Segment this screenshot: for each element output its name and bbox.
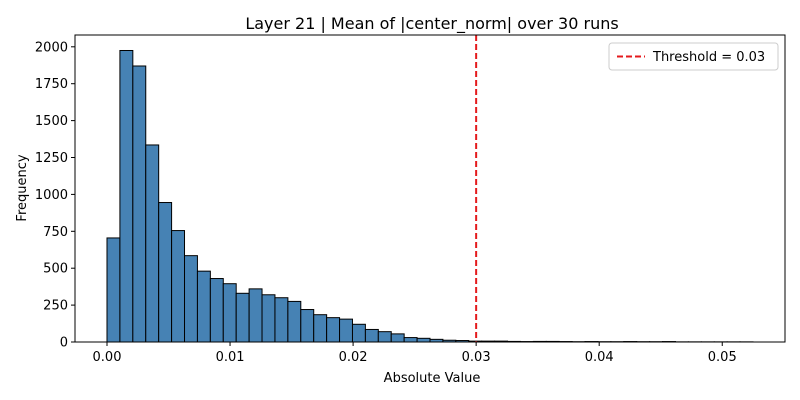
y-tick-label: 0: [60, 336, 68, 351]
histogram-bar: [274, 297, 289, 343]
x-tick-label: 0.03: [462, 350, 491, 365]
legend-box: [608, 42, 779, 71]
histogram-bar: [196, 270, 211, 343]
histogram-bar: [364, 328, 379, 343]
histogram-bar: [132, 65, 147, 343]
y-axis-label: Frequency: [15, 154, 30, 221]
histogram-bar: [171, 230, 186, 343]
y-tick-label: 1750: [35, 77, 68, 92]
y-tick-label: 500: [43, 262, 68, 277]
y-tick-label: 2000: [35, 40, 68, 55]
y-tick-label: 1250: [35, 151, 68, 166]
x-tick-label: 0.00: [93, 350, 122, 365]
x-axis-ticks: 0.00 0.01 0.02 0.03 0.04 0.05: [93, 342, 737, 365]
y-axis-ticks: 0 250 500 750 1000 1250 1500 1750 2000: [35, 40, 75, 351]
histogram-bar: [377, 331, 392, 343]
legend-threshold-label: Threshold = 0.03: [652, 50, 765, 65]
legend: Threshold = 0.03: [608, 42, 779, 71]
histogram-bar: [119, 49, 134, 343]
histogram-bar: [326, 317, 341, 343]
y-tick-label: 1500: [35, 114, 68, 129]
histogram-bar: [313, 314, 328, 343]
histogram-bar: [106, 237, 121, 343]
histogram-bar: [351, 323, 366, 343]
histogram-bar: [184, 255, 198, 343]
y-tick-label: 250: [43, 299, 68, 314]
histogram-bar: [287, 300, 302, 343]
histogram-bar: [300, 309, 315, 343]
x-tick-label: 0.04: [585, 350, 614, 365]
histogram-bar: [390, 333, 405, 343]
y-tick-label: 1000: [35, 188, 68, 203]
x-tick-label: 0.05: [708, 350, 737, 365]
bars-group: [106, 49, 754, 343]
x-tick-label: 0.02: [339, 350, 368, 365]
histogram-bar: [209, 278, 224, 343]
x-axis-label: Absolute Value: [384, 371, 481, 386]
x-tick-label: 0.01: [216, 350, 245, 365]
plot-frame: [74, 34, 786, 343]
histogram-bar: [403, 337, 418, 343]
y-tick-label: 750: [43, 225, 68, 240]
histogram-bar: [222, 283, 237, 343]
histogram-bar: [145, 144, 160, 343]
chart-title: Layer 21 | Mean of |center_norm| over 30…: [245, 14, 618, 34]
histogram-bar: [261, 294, 276, 343]
histogram-bar: [248, 288, 263, 343]
histogram-bar: [158, 202, 173, 343]
histogram-bar: [416, 337, 431, 343]
histogram-bar: [339, 318, 353, 343]
histogram-bar: [235, 292, 250, 343]
